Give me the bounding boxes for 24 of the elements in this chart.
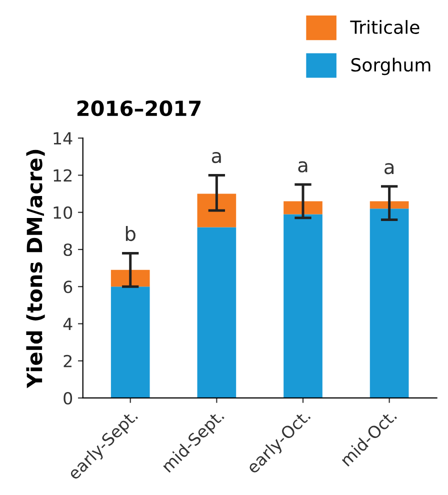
y-tick-label: 2 — [64, 354, 72, 368]
chart-title: 2016–2017 — [77, 100, 201, 116]
bar — [110, 270, 150, 287]
y-tick-label: 6 — [64, 280, 72, 294]
annotation: b — [126, 226, 136, 242]
legend-label: Triticale — [350, 20, 420, 34]
y-tick-label: 8 — [64, 243, 72, 256]
y-tick-label: 12 — [54, 169, 72, 182]
bar — [197, 194, 236, 228]
annotation: a — [384, 163, 394, 174]
y-tick-label: 0 — [64, 392, 72, 405]
bar — [197, 227, 236, 398]
y-axis-title: Yield (tons DM/acre) — [26, 150, 45, 388]
y-tick-label: 14 — [54, 132, 72, 144]
bar — [284, 214, 322, 398]
y-tick-label: 10 — [54, 206, 72, 219]
bar — [284, 201, 322, 214]
bar — [110, 286, 150, 398]
annotation: a — [298, 161, 308, 172]
legend-label: Sorghum — [351, 58, 430, 76]
y-tick-label: 4 — [63, 318, 72, 330]
bar — [370, 208, 409, 398]
bar — [370, 201, 409, 209]
annotation: a — [212, 152, 221, 164]
